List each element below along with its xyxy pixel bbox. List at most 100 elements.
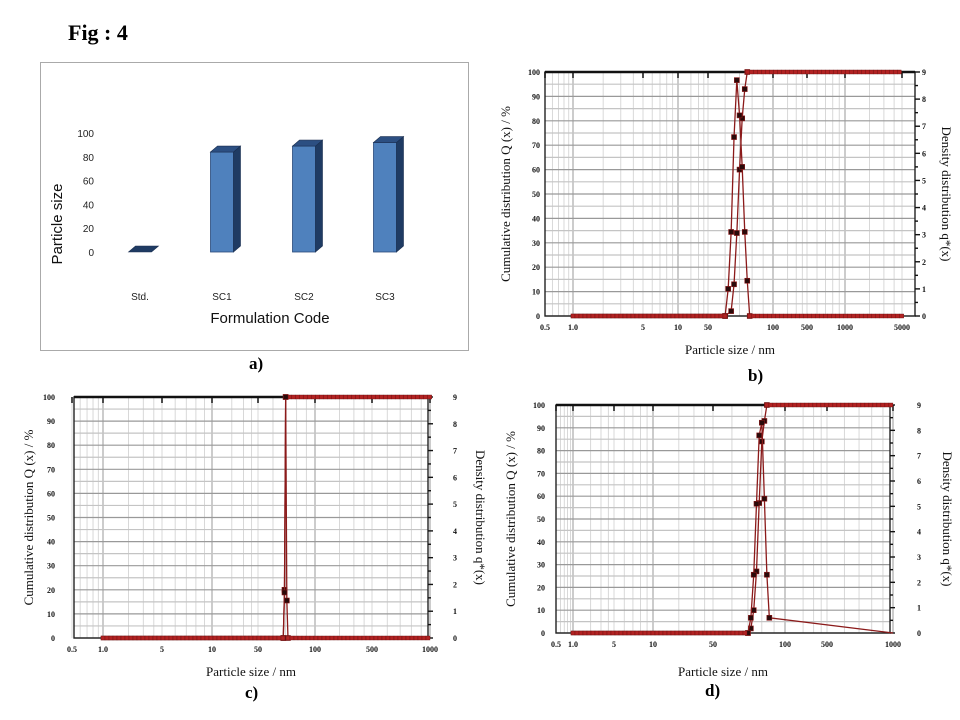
- x-tick-label: 1.0: [568, 323, 578, 332]
- density-series-marker: [349, 635, 355, 641]
- density-series-marker: [642, 630, 648, 636]
- density-series-marker: [301, 635, 307, 641]
- density-series-marker: [578, 313, 584, 319]
- density-series-marker: [747, 313, 752, 319]
- left-tick-label: 60: [537, 492, 545, 501]
- cumulative-series-marker: [837, 69, 842, 75]
- left-tick-label: 30: [532, 239, 540, 248]
- density-series-marker: [365, 635, 371, 641]
- cumulative-series-marker: [820, 402, 826, 408]
- density-series-marker: [578, 630, 584, 636]
- density-series-marker: [606, 630, 612, 636]
- density-series-marker: [285, 635, 291, 641]
- left-tick-label: 20: [47, 586, 55, 595]
- density-series-marker: [574, 630, 580, 636]
- cumulative-series-marker: [355, 394, 360, 400]
- density-series-marker: [100, 635, 106, 641]
- right-tick-label: 4: [922, 204, 926, 213]
- density-series-marker: [594, 313, 600, 319]
- density-series-marker: [807, 313, 812, 319]
- density-series-marker: [626, 313, 632, 319]
- density-series-marker: [734, 630, 740, 636]
- cumulative-series-marker: [793, 69, 798, 75]
- density-series-marker: [638, 630, 644, 636]
- density-series-marker: [718, 630, 724, 636]
- density-series-marker: [108, 635, 114, 641]
- cumulative-series-marker: [797, 69, 802, 75]
- cumulative-series-marker: [801, 69, 806, 75]
- density-series-marker: [389, 635, 395, 641]
- left-tick-label: 40: [537, 538, 545, 547]
- density-series-marker: [622, 630, 628, 636]
- density-series-marker: [413, 635, 419, 641]
- cumulative-series-marker: [295, 394, 300, 400]
- density-series-marker: [764, 571, 770, 578]
- density-series-marker: [212, 635, 218, 641]
- density-series-marker: [333, 635, 339, 641]
- right-tick-label: 2: [453, 580, 457, 589]
- density-series-marker: [739, 164, 745, 170]
- density-series-marker: [767, 313, 772, 319]
- right-tick-label: 1: [453, 607, 457, 616]
- density-series-marker: [152, 635, 158, 641]
- density-series-marker: [791, 313, 796, 319]
- cumulative-series-marker: [379, 394, 384, 400]
- x-tick-label: 5: [160, 645, 164, 654]
- left-tick-label: 80: [537, 447, 545, 456]
- density-series-marker: [855, 313, 860, 319]
- chart-a-bar-side: [233, 145, 241, 253]
- right-tick-label: 4: [917, 528, 921, 537]
- density-series-marker: [646, 630, 652, 636]
- density-series-marker: [248, 635, 254, 641]
- cumulative-series-marker: [792, 402, 798, 408]
- chart-a-bar-front: [373, 142, 397, 253]
- density-series-marker: [136, 635, 142, 641]
- density-series-marker: [634, 313, 640, 319]
- density-series-marker: [401, 635, 407, 641]
- density-series-marker: [706, 630, 712, 636]
- density-series-marker: [381, 635, 387, 641]
- cumulative-series-marker: [327, 394, 332, 400]
- y-axis-label-left: Cumulative distribution Q (x) / %: [498, 106, 513, 282]
- cumulative-series-marker: [829, 69, 834, 75]
- density-series-marker: [112, 635, 118, 641]
- cumulative-series-marker: [789, 69, 794, 75]
- density-series-marker: [144, 635, 150, 641]
- density-series-marker: [895, 313, 900, 319]
- density-series-marker: [839, 313, 844, 319]
- density-series-marker: [670, 313, 676, 319]
- chart-a-xtick-label: SC3: [375, 292, 395, 303]
- left-tick-label: 40: [532, 214, 540, 223]
- chart-a-ytick-label: 0: [88, 248, 94, 259]
- right-tick-label: 7: [453, 447, 457, 456]
- density-series-marker: [803, 313, 808, 319]
- density-series-marker: [313, 635, 319, 641]
- density-series-marker: [650, 313, 656, 319]
- density-series-marker: [293, 635, 299, 641]
- density-series-marker: [180, 635, 186, 641]
- density-series-marker: [626, 630, 632, 636]
- density-series-marker: [755, 313, 760, 319]
- left-tick-label: 50: [537, 515, 545, 524]
- right-tick-label: 5: [922, 176, 926, 185]
- right-tick-label: 0: [917, 629, 921, 638]
- density-series-marker: [686, 630, 692, 636]
- density-series-marker: [698, 630, 704, 636]
- right-tick-label: 8: [922, 95, 926, 104]
- density-series-marker: [256, 635, 262, 641]
- x-tick-label: 1.0: [98, 645, 108, 654]
- cumulative-series-marker: [880, 402, 886, 408]
- cumulative-series-marker: [784, 402, 790, 408]
- density-series-marker: [751, 313, 756, 319]
- density-series-marker: [614, 313, 620, 319]
- density-series-marker: [220, 635, 226, 641]
- density-series-marker: [284, 597, 290, 604]
- cumulative-series-marker: [311, 394, 316, 400]
- density-series-marker: [216, 635, 222, 641]
- density-series-marker: [725, 286, 731, 292]
- left-tick-label: 80: [47, 441, 55, 450]
- x-tick-label: 5000: [894, 323, 910, 332]
- right-tick-label: 0: [453, 634, 457, 643]
- density-series-marker: [280, 635, 286, 641]
- density-series-marker: [409, 635, 415, 641]
